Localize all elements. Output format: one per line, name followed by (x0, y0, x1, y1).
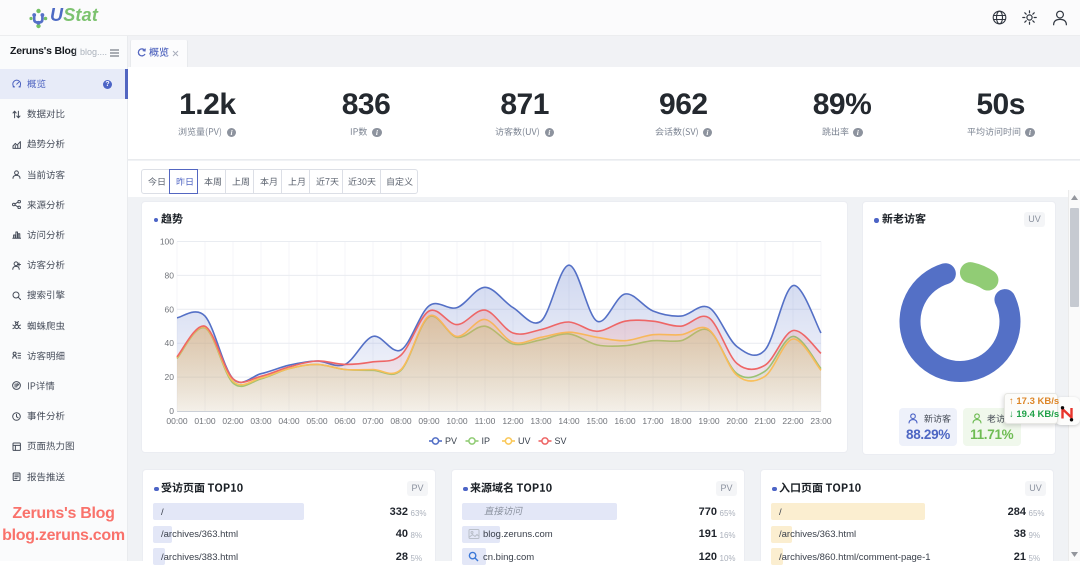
svg-text:20: 20 (165, 372, 175, 382)
svg-text:17:00: 17:00 (642, 416, 664, 426)
svg-text:08:00: 08:00 (390, 416, 412, 426)
svg-text:60: 60 (165, 304, 175, 314)
svg-text:04:00: 04:00 (278, 416, 300, 426)
svg-text:SV: SV (555, 436, 567, 446)
svg-text:22:00: 22:00 (782, 416, 804, 426)
svg-text:11:00: 11:00 (475, 416, 496, 426)
svg-text:14:00: 14:00 (558, 416, 580, 426)
svg-text:IP: IP (482, 436, 491, 446)
svg-text:02:00: 02:00 (222, 416, 244, 426)
svg-text:UV: UV (518, 436, 531, 446)
svg-text:05:00: 05:00 (306, 416, 328, 426)
svg-text:0: 0 (169, 406, 174, 416)
svg-text:20:00: 20:00 (726, 416, 748, 426)
svg-text:13:00: 13:00 (530, 416, 552, 426)
svg-text:07:00: 07:00 (362, 416, 384, 426)
svg-text:03:00: 03:00 (250, 416, 272, 426)
svg-text:100: 100 (160, 237, 174, 247)
svg-text:80: 80 (165, 270, 175, 280)
svg-text:00:00: 00:00 (166, 416, 188, 426)
svg-text:23:00: 23:00 (810, 416, 832, 426)
svg-text:09:00: 09:00 (418, 416, 440, 426)
svg-text:12:00: 12:00 (502, 416, 524, 426)
svg-text:16:00: 16:00 (614, 416, 636, 426)
svg-text:40: 40 (165, 338, 175, 348)
svg-text:21:00: 21:00 (754, 416, 776, 426)
svg-text:PV: PV (445, 436, 457, 446)
svg-text:10:00: 10:00 (446, 416, 468, 426)
svg-text:19:00: 19:00 (698, 416, 720, 426)
svg-text:18:00: 18:00 (670, 416, 692, 426)
svg-text:01:00: 01:00 (194, 416, 216, 426)
svg-text:06:00: 06:00 (334, 416, 356, 426)
svg-text:15:00: 15:00 (586, 416, 608, 426)
